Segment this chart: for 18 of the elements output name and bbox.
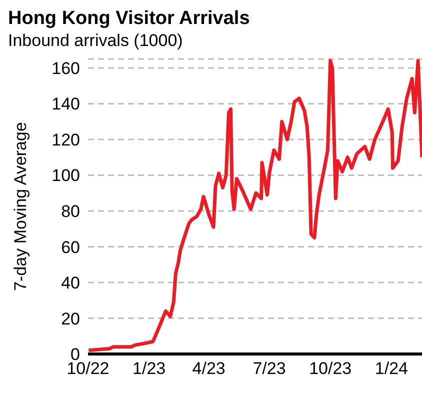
y-tick-label: 80	[61, 202, 80, 222]
x-tick-label: 10/23	[309, 359, 352, 378]
y-axis-title: 7-day Moving Average	[11, 122, 30, 291]
x-tick-label: 7/23	[252, 359, 286, 378]
line-series	[88, 59, 422, 352]
x-tick-label: 1/23	[132, 359, 166, 378]
y-tick-label: 100	[52, 166, 80, 186]
x-tick-label: 4/23	[192, 359, 226, 378]
y-tick-label: 60	[61, 238, 80, 257]
y-tick-label: 40	[61, 274, 80, 293]
chart-subtitle: Inbound arrivals (1000)	[8, 30, 184, 51]
x-tick-label: 1/24	[374, 359, 408, 378]
y-tick-label: 120	[52, 130, 80, 150]
y-tick-label: 20	[61, 309, 80, 328]
y-tick-label: 160	[52, 58, 80, 78]
y-tick-label: 140	[52, 94, 80, 114]
chart-title: Hong Kong Visitor Arrivals	[8, 8, 251, 30]
x-tick-label: 10/22	[66, 359, 110, 378]
